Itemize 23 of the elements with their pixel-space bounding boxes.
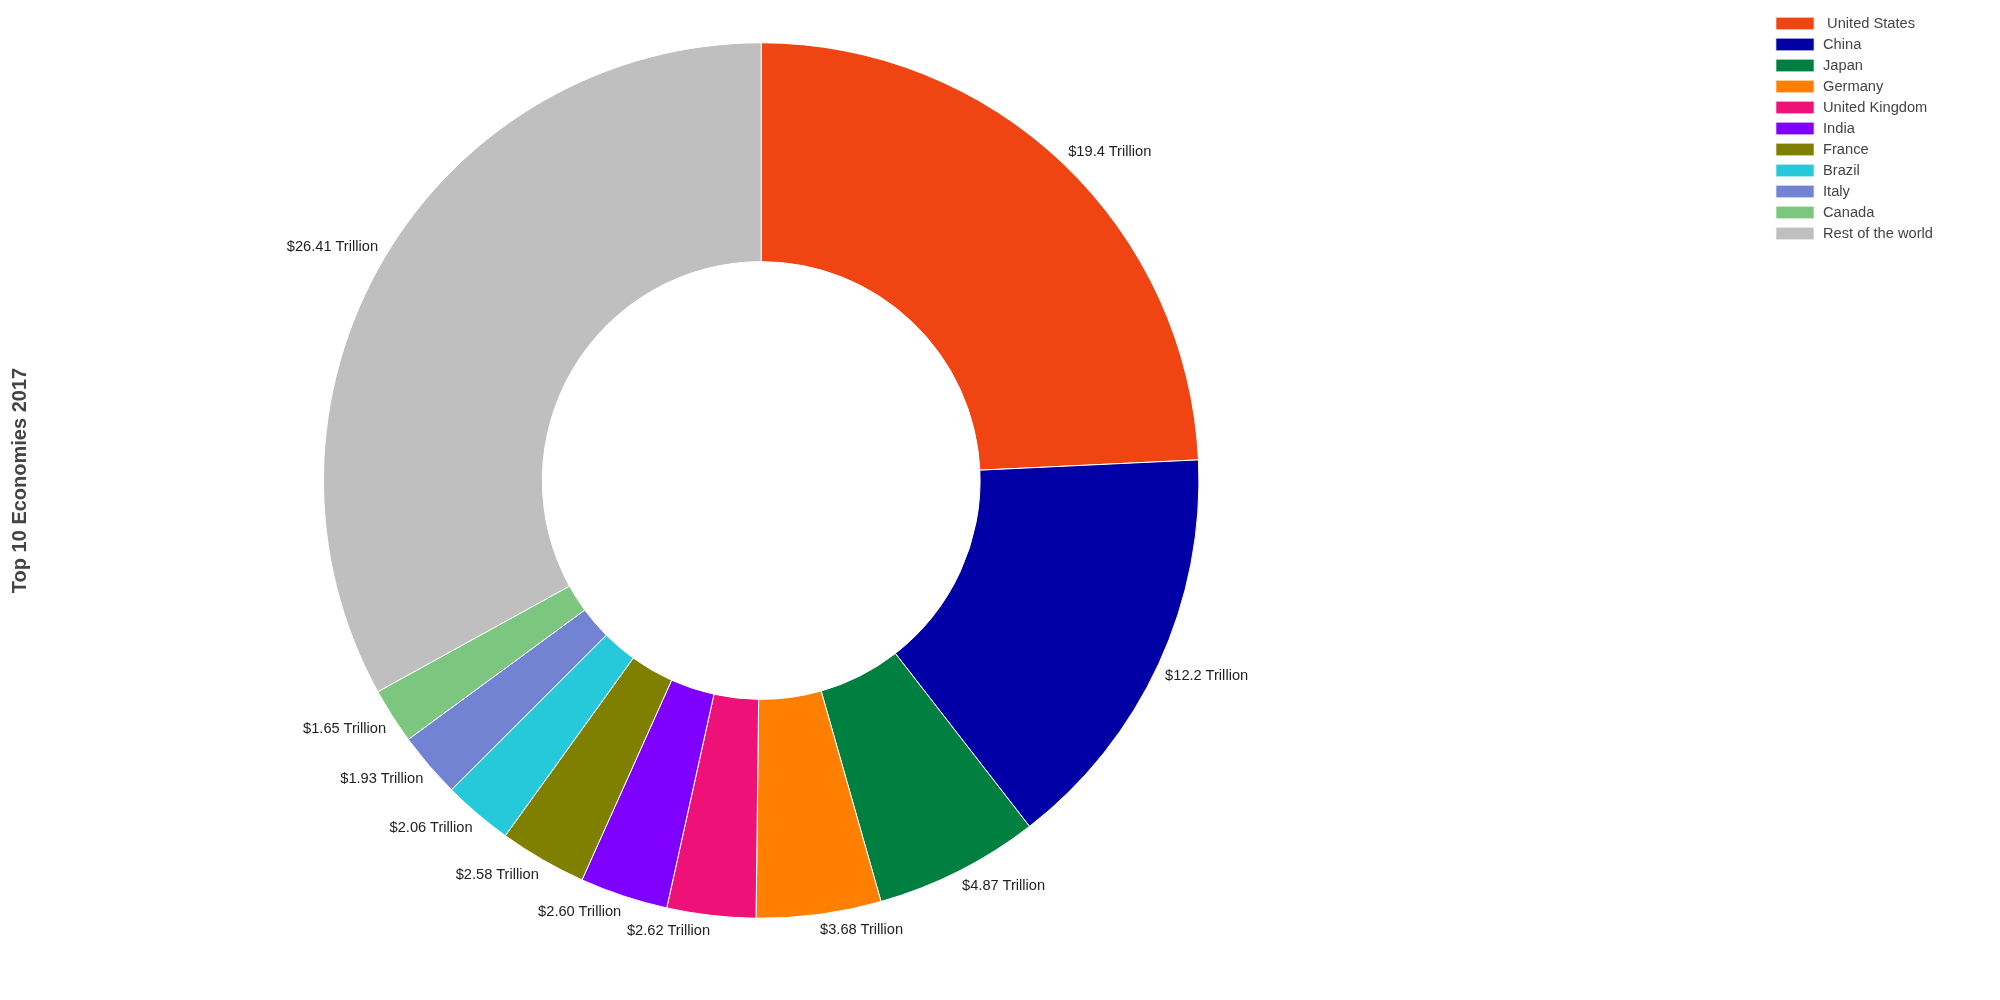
data-label: $1.65 Trillion	[303, 719, 387, 736]
legend-label: France	[1823, 141, 1869, 157]
legend-label: Japan	[1823, 57, 1863, 73]
legend-label: Italy	[1823, 183, 1850, 199]
data-label: $1.93 Trillion	[340, 769, 424, 786]
data-label: $4.87 Trillion	[962, 877, 1046, 894]
legend-label: United States	[1826, 15, 1916, 31]
data-label: $2.62 Trillion	[626, 922, 711, 939]
data-label: $26.41 Trillion	[286, 238, 379, 255]
legend-label: China	[1823, 36, 1862, 52]
data-label: $2.06 Trillion	[389, 819, 473, 836]
legend-label: Brazil	[1823, 162, 1860, 178]
data-label: $3.68 Trillion	[820, 921, 904, 938]
legend-label: Canada	[1823, 204, 1875, 220]
data-label: $12.2 Trillion	[1165, 666, 1249, 683]
legend-label: Rest of the world	[1823, 225, 1933, 241]
data-label: $2.60 Trillion	[538, 902, 622, 919]
data-label: $2.58 Trillion	[455, 865, 539, 882]
legend-label: India	[1823, 120, 1855, 136]
legend-label: United Kingdom	[1823, 99, 1928, 115]
data-label: $19.4 Trillion	[1068, 142, 1152, 159]
legend-label: Germany	[1823, 78, 1884, 94]
text: Top 10 Economies 2017	[7, 367, 30, 594]
